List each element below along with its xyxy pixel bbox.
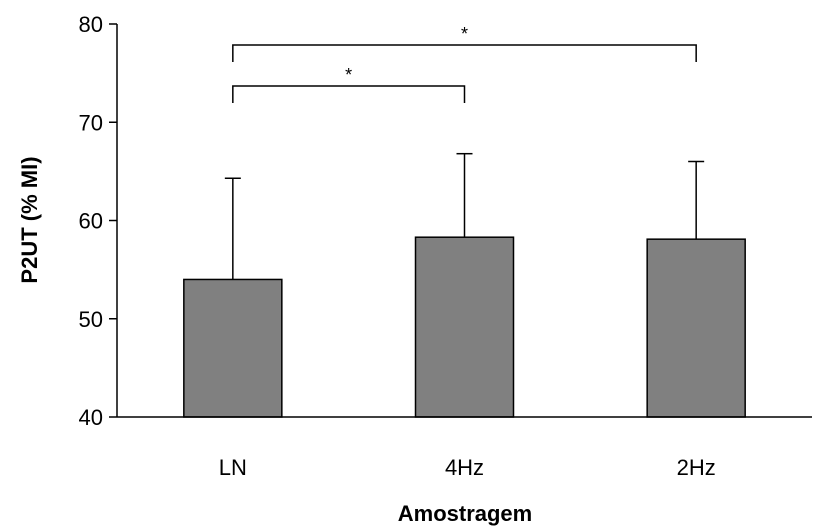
- significance-brackets: **: [232, 24, 697, 103]
- significance-label: *: [461, 24, 468, 44]
- significance-bracket: [232, 44, 697, 62]
- x-tick-label: 4Hz: [445, 455, 484, 480]
- x-tick-label: 2Hz: [677, 455, 716, 480]
- bar-ln: [183, 278, 283, 418]
- error-bars: [224, 152, 705, 280]
- bar-4hz: [414, 236, 515, 418]
- bars: [183, 236, 746, 418]
- y-tick-label: 50: [79, 307, 103, 332]
- y-tick-label: 40: [79, 405, 103, 430]
- y-tick-label: 80: [79, 12, 103, 37]
- y-tick-label: 60: [79, 209, 103, 234]
- y-tick-label: 70: [79, 110, 103, 135]
- x-tick-label: LN: [219, 455, 247, 480]
- y-ticks: 40 50 60 70 80: [79, 12, 117, 430]
- y-axis-title: P2UT (% MI): [17, 156, 42, 283]
- x-tick-labels: LN 4Hz 2Hz: [219, 455, 716, 480]
- bar-2hz: [646, 238, 746, 418]
- significance-bracket: [232, 85, 466, 103]
- x-axis-title: Amostragem: [398, 501, 532, 526]
- significance-label: *: [345, 65, 352, 85]
